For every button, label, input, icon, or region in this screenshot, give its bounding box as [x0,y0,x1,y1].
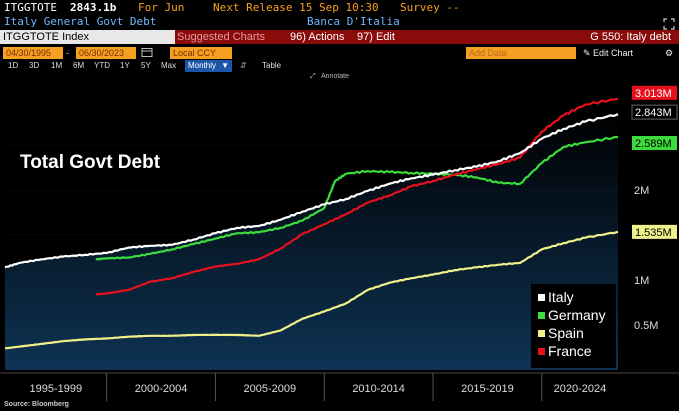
italy-area-fill [5,114,618,370]
annotate-bar: ⤢ Annotate [0,72,679,82]
legend-swatch-france [538,348,545,355]
security-header: ITGGTOTE 2843.1b For Jun Next Release 15… [0,0,679,15]
series-line-france [95,97,619,296]
legend-swatch-italy [538,294,545,301]
legend-swatch-germany [538,312,545,319]
chart-type-icon[interactable]: ⇵ [240,61,247,70]
frequency-label: Monthly [188,61,217,70]
next-release: Next Release 15 Sep 10:30 [213,1,379,14]
x-tick-label: 2010-2014 [352,383,405,395]
command-bar: ITGGTOTE Index Suggested Charts 96) Acti… [0,30,679,44]
last-value-tag-bg [632,135,677,150]
last-value-tag-germany: 2.589M [632,135,677,150]
debt-chart: 0.5M1M1.5M2M2.5M 1995-19992000-20042005-… [0,82,679,401]
last-value-tag-bg [631,104,678,120]
period-label: For Jun [138,1,185,14]
last-value-tag-text: 2.589M [635,138,672,150]
series-line-germany [95,135,619,261]
security-description: Italy General Govt Debt [4,15,157,28]
add-data-input[interactable]: Add Data [466,47,576,59]
last-value-tag-spain: 1.535M [632,224,677,239]
last-value: 2843.1b [70,1,117,14]
last-value-tag-text: 2.843M [635,107,672,119]
start-date-field[interactable]: 04/30/1995 [3,47,63,59]
legend-box [531,284,616,368]
legend-label-germany: Germany [548,307,606,323]
last-value-tag-bg [632,85,677,100]
annotate-icon: ⤢ [310,73,316,80]
security-subheader: Italy General Govt Debt Banca D'Italia [0,15,679,29]
currency-select[interactable]: Local CCY [170,47,232,59]
y-tick-label: 1M [634,275,649,287]
range-button[interactable]: YTD [94,61,110,70]
date-controls: 04/30/1995 - 06/30/2023 Local CCY Add Da… [0,46,679,60]
settings-gear-icon[interactable]: ⚙ [665,48,674,58]
legend-label-spain: Spain [548,325,584,341]
series-line-italy [4,113,619,269]
actions-menu[interactable]: 96) Actions [290,31,345,43]
range-button[interactable]: 6M [73,61,85,70]
y-tick-label: 0.5M [634,320,658,332]
end-date-field[interactable]: 06/30/2023 [76,47,136,59]
range-controls: 1D 3D 1M 6M YTD 1Y 5Y Max Monthly ▼ ⇵ Ta… [0,60,679,72]
last-value-tag-france: 3.013M [632,85,677,100]
last-value-tag-text: 1.535M [635,227,672,239]
series-line-spain [4,230,619,350]
range-button[interactable]: 1D [8,61,19,70]
source-footer: Source: Bloomberg [4,401,69,408]
pencil-icon: ✎ [583,48,591,58]
frequency-select[interactable]: Monthly ▼ [185,60,232,72]
range-button[interactable]: Max [161,61,177,70]
legend-label-france: France [548,343,592,359]
legend-label-italy: Italy [548,289,574,305]
survey-label: Survey -- [400,1,460,14]
edit-chart-button[interactable]: Edit Chart [593,48,634,58]
range-button[interactable]: 1M [51,61,63,70]
x-tick-label: 2020-2024 [554,383,607,395]
last-value-tag-text: 3.013M [635,88,672,100]
range-button[interactable]: 1Y [120,61,130,70]
calendar-icon[interactable] [138,47,158,59]
data-source: Banca D'Italia [307,15,400,28]
x-tick-label: 2015-2019 [461,383,514,395]
x-tick-label: 1995-1999 [30,383,83,395]
chevron-down-icon: ▼ [221,61,229,70]
suggested-charts-button[interactable]: Suggested Charts [177,30,265,44]
suggested-charts-label: Suggested Charts [177,31,266,43]
edit-menu[interactable]: 97) Edit [357,31,395,43]
x-tick-label: 2005-2009 [244,383,297,395]
last-value-tag-italy: 2.843M [631,104,678,120]
page-title: G 550: Italy debt [590,31,671,43]
range-button[interactable]: 3D [29,61,40,70]
table-toggle[interactable]: Table [262,61,282,70]
annotate-button[interactable]: Annotate [321,73,350,80]
ticker-symbol: ITGGTOTE [4,1,57,14]
chart-title: Total Govt Debt [20,152,161,173]
date-separator: - [66,48,69,58]
last-value-tag-bg [632,224,677,239]
legend-swatch-spain [538,330,545,337]
expand-icon[interactable] [663,15,675,30]
y-tick-label: 2M [634,185,649,197]
x-tick-label: 2000-2004 [135,383,188,395]
range-button[interactable]: 5Y [141,61,151,70]
ticker-field[interactable]: ITGGTOTE Index [0,30,175,44]
